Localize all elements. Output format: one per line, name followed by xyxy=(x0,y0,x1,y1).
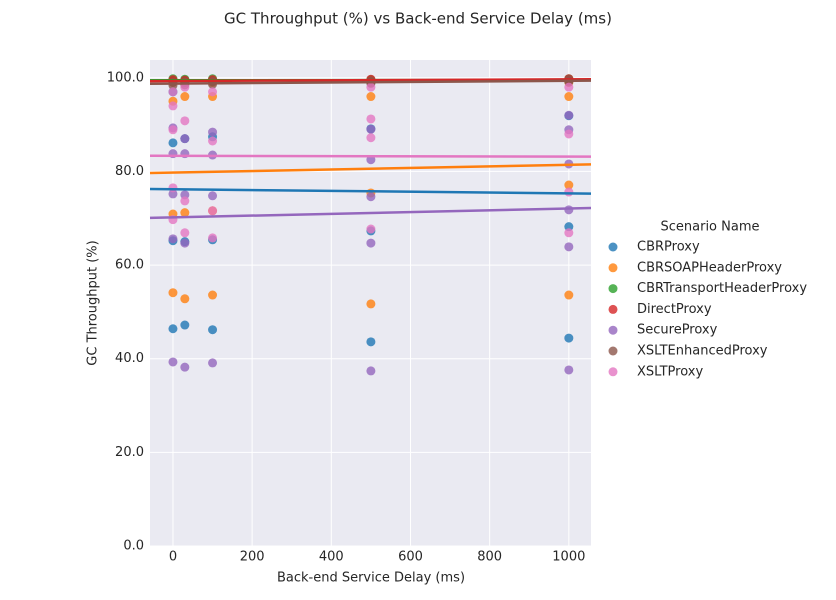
point xyxy=(366,238,376,248)
point xyxy=(180,92,190,102)
legend-marker xyxy=(608,284,618,294)
point xyxy=(168,288,178,298)
point xyxy=(564,82,574,92)
legend-marker xyxy=(608,242,618,252)
point xyxy=(180,196,190,206)
point xyxy=(564,290,574,300)
point xyxy=(208,233,218,243)
y-tick-label: 100.0 xyxy=(107,70,144,85)
point xyxy=(208,206,218,216)
x-tick-label: 1000 xyxy=(552,550,585,565)
legend-marker xyxy=(608,304,618,314)
point xyxy=(366,82,376,92)
legend-title: Scenario Name xyxy=(661,220,760,235)
legend-label: CBRProxy xyxy=(637,240,700,255)
point xyxy=(168,125,178,135)
point xyxy=(366,124,376,134)
x-tick-label: 600 xyxy=(398,550,423,565)
point xyxy=(208,136,218,146)
point xyxy=(564,242,574,252)
legend-label: CBRSOAPHeaderProxy xyxy=(637,260,782,275)
regression-line xyxy=(149,154,592,158)
y-axis-label: GC Throughput (%) xyxy=(86,240,101,365)
point xyxy=(208,290,218,300)
legend-label: XSLTProxy xyxy=(637,364,703,379)
legend-marker xyxy=(608,346,618,356)
y-tick-label: 40.0 xyxy=(115,351,144,366)
point xyxy=(208,358,218,368)
point xyxy=(168,324,178,334)
y-tick-label: 20.0 xyxy=(115,445,144,460)
legend-label: DirectProxy xyxy=(637,302,712,317)
point xyxy=(366,366,376,376)
point xyxy=(180,228,190,238)
point xyxy=(208,325,218,335)
point xyxy=(366,299,376,309)
point xyxy=(366,114,376,124)
point xyxy=(564,129,574,139)
point xyxy=(208,191,218,201)
point xyxy=(168,357,178,367)
point xyxy=(208,87,218,97)
legend-label: SecureProxy xyxy=(637,323,718,338)
point xyxy=(564,110,574,120)
x-tick-label: 400 xyxy=(319,550,344,565)
legend-marker xyxy=(608,325,618,335)
chart-title: GC Throughput (%) vs Back-end Service De… xyxy=(224,10,612,28)
y-tick-label: 60.0 xyxy=(115,258,144,273)
point xyxy=(168,101,178,111)
y-tick-label: 0.0 xyxy=(123,539,144,554)
point xyxy=(208,127,218,137)
point xyxy=(180,294,190,304)
point xyxy=(564,228,574,238)
point xyxy=(180,320,190,330)
legend-label: XSLTEnhancedProxy xyxy=(637,344,768,359)
point xyxy=(168,138,178,148)
regression-line xyxy=(149,187,592,195)
x-tick-label: 0 xyxy=(169,550,177,565)
point xyxy=(564,365,574,375)
x-tick-label: 800 xyxy=(477,550,502,565)
point xyxy=(180,362,190,372)
legend-marker xyxy=(608,263,618,273)
point xyxy=(366,192,376,202)
point xyxy=(564,180,574,190)
x-axis-label: Back-end Service Delay (ms) xyxy=(277,571,465,586)
point xyxy=(180,116,190,126)
regression-line xyxy=(149,79,592,85)
x-tick-label: 200 xyxy=(240,550,265,565)
point xyxy=(366,224,376,234)
point xyxy=(180,82,190,92)
point xyxy=(168,183,178,193)
point xyxy=(180,134,190,144)
point xyxy=(168,87,178,97)
point xyxy=(564,333,574,343)
point xyxy=(366,155,376,165)
legend-marker xyxy=(608,367,618,377)
regression-line xyxy=(149,206,592,220)
regression-line xyxy=(149,78,592,83)
point xyxy=(366,337,376,347)
point xyxy=(180,208,190,218)
point xyxy=(366,133,376,143)
point xyxy=(564,92,574,102)
y-tick-label: 80.0 xyxy=(115,164,144,179)
legend-label: CBRTransportHeaderProxy xyxy=(637,281,807,296)
regression-line xyxy=(149,163,592,175)
point xyxy=(366,92,376,102)
point xyxy=(180,238,190,248)
point xyxy=(168,234,178,244)
point xyxy=(564,187,574,197)
